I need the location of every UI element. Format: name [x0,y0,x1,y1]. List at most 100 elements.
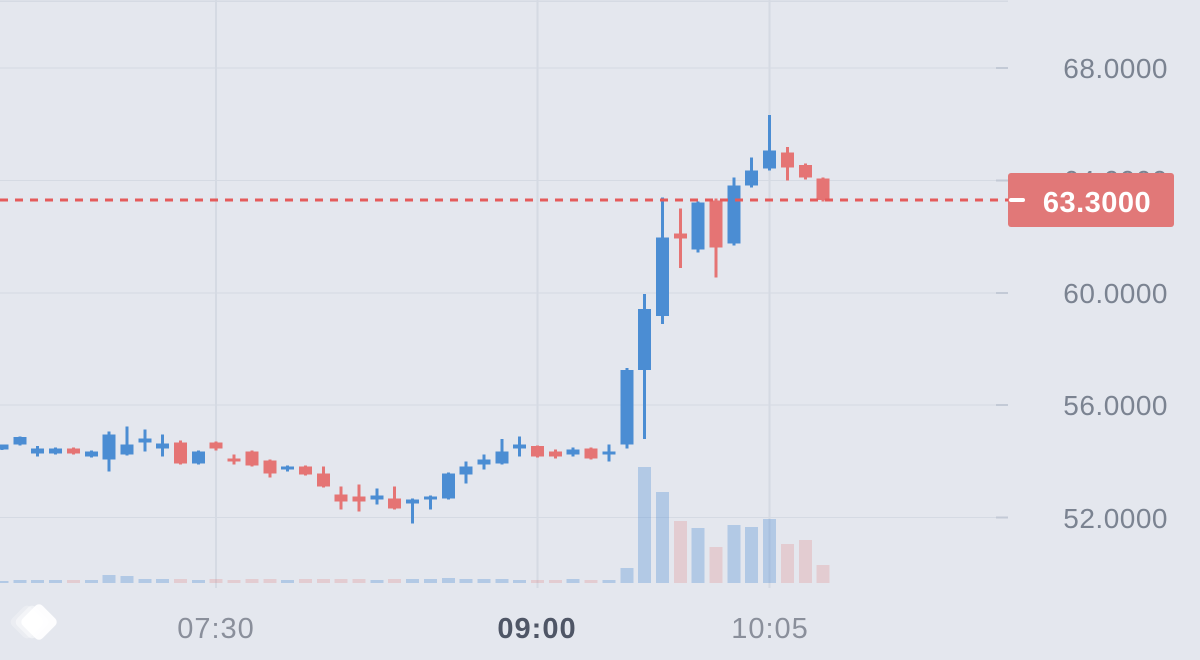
candle-body [191,451,205,464]
candlestick[interactable] [477,454,491,470]
candlestick[interactable] [191,450,205,465]
volume-bar [245,579,259,583]
candle-body [227,458,241,462]
volume-bar [298,579,312,583]
volume-bar [174,579,187,583]
candlestick[interactable] [281,465,295,472]
volume-bar [0,581,9,583]
candle-body [102,434,116,460]
candle-wick [768,115,772,171]
candlestick[interactable] [120,426,134,456]
candle-body [459,466,473,475]
candle-body [120,444,134,455]
gridlines [0,0,1008,588]
candlestick[interactable] [31,446,45,457]
candlestick[interactable] [727,177,741,246]
candle-body [370,495,384,500]
candlestick[interactable] [406,498,420,524]
candlestick[interactable] [84,450,98,458]
volume-bar [620,568,634,583]
candlestick[interactable] [513,436,527,457]
volume-bar [816,565,830,583]
candle-wick [428,495,432,510]
candlestick[interactable] [655,197,669,324]
candlestick[interactable] [566,447,580,457]
candlestick[interactable] [691,201,705,253]
volume-bar [13,580,27,583]
candlestick[interactable] [620,368,634,449]
candle-body [298,466,312,475]
candlestick[interactable] [459,461,473,484]
time-tick-label: 10:05 [731,613,809,645]
candlestick[interactable] [156,434,170,457]
volume-bar [49,580,63,583]
volume-bar [191,580,205,583]
candle-body [798,165,812,178]
candlestick[interactable] [352,484,366,512]
candle-body [655,237,669,316]
candlestick[interactable] [245,450,259,467]
candlestick[interactable] [49,447,63,455]
candlestick[interactable] [763,115,777,171]
volume-bar [441,578,455,583]
candlestick[interactable] [102,431,116,472]
candle-body [441,473,455,499]
candlestick[interactable] [227,454,241,465]
volume-bar [513,580,527,583]
volume-bar [316,579,330,583]
price-tick-label: 52.0000 [1063,503,1168,534]
candlestick[interactable] [638,293,652,440]
candlestick[interactable] [209,441,223,451]
volume-bar [780,544,794,583]
candlestick[interactable] [602,444,616,462]
volume-bar [31,580,45,583]
candlestick[interactable] [0,444,9,451]
candles [0,115,830,524]
volume-bar [691,528,705,583]
volume-bar [638,467,652,583]
time-axis: 07:30 09:00 10:05 [177,613,809,645]
candle-body [209,442,223,449]
price-tick-label: 56.0000 [1063,390,1168,421]
candlestick[interactable] [370,488,384,505]
candlestick[interactable] [709,198,723,278]
candlestick[interactable] [798,163,812,180]
candle-body [334,494,348,502]
candle-body [388,498,402,509]
candle-body [816,178,830,201]
volume-bar [709,547,723,583]
candlestick[interactable] [316,466,330,488]
candlestick[interactable] [441,472,455,500]
candle-body [316,473,330,487]
volume-bar [584,580,598,583]
candlestick[interactable] [174,440,187,465]
candlestick[interactable] [334,486,348,510]
volume-bar [602,580,616,583]
candlestick[interactable] [423,495,437,510]
candle-body [780,152,794,168]
candlestick[interactable] [66,447,80,455]
candlestick[interactable] [816,177,830,202]
candle-body [548,451,562,457]
candlestick[interactable] [548,449,562,459]
candlestick[interactable] [298,465,312,476]
candlestick[interactable] [495,439,509,465]
candlestick[interactable] [584,447,598,460]
volume-bar [477,579,491,583]
candle-body [727,185,741,244]
candlestick[interactable] [388,486,402,510]
candlestick[interactable] [780,147,794,181]
candlestick[interactable] [138,429,152,452]
volume-bars [0,467,830,583]
candlestick[interactable] [531,445,544,458]
candlestick[interactable] [673,208,687,268]
candlestick[interactable] [263,459,277,478]
candlestick[interactable] [745,157,759,188]
candle-body [495,451,509,464]
volume-bar [370,580,384,583]
candlestick[interactable] [13,436,27,446]
candle-body [13,437,27,445]
candle-wick [411,498,415,524]
